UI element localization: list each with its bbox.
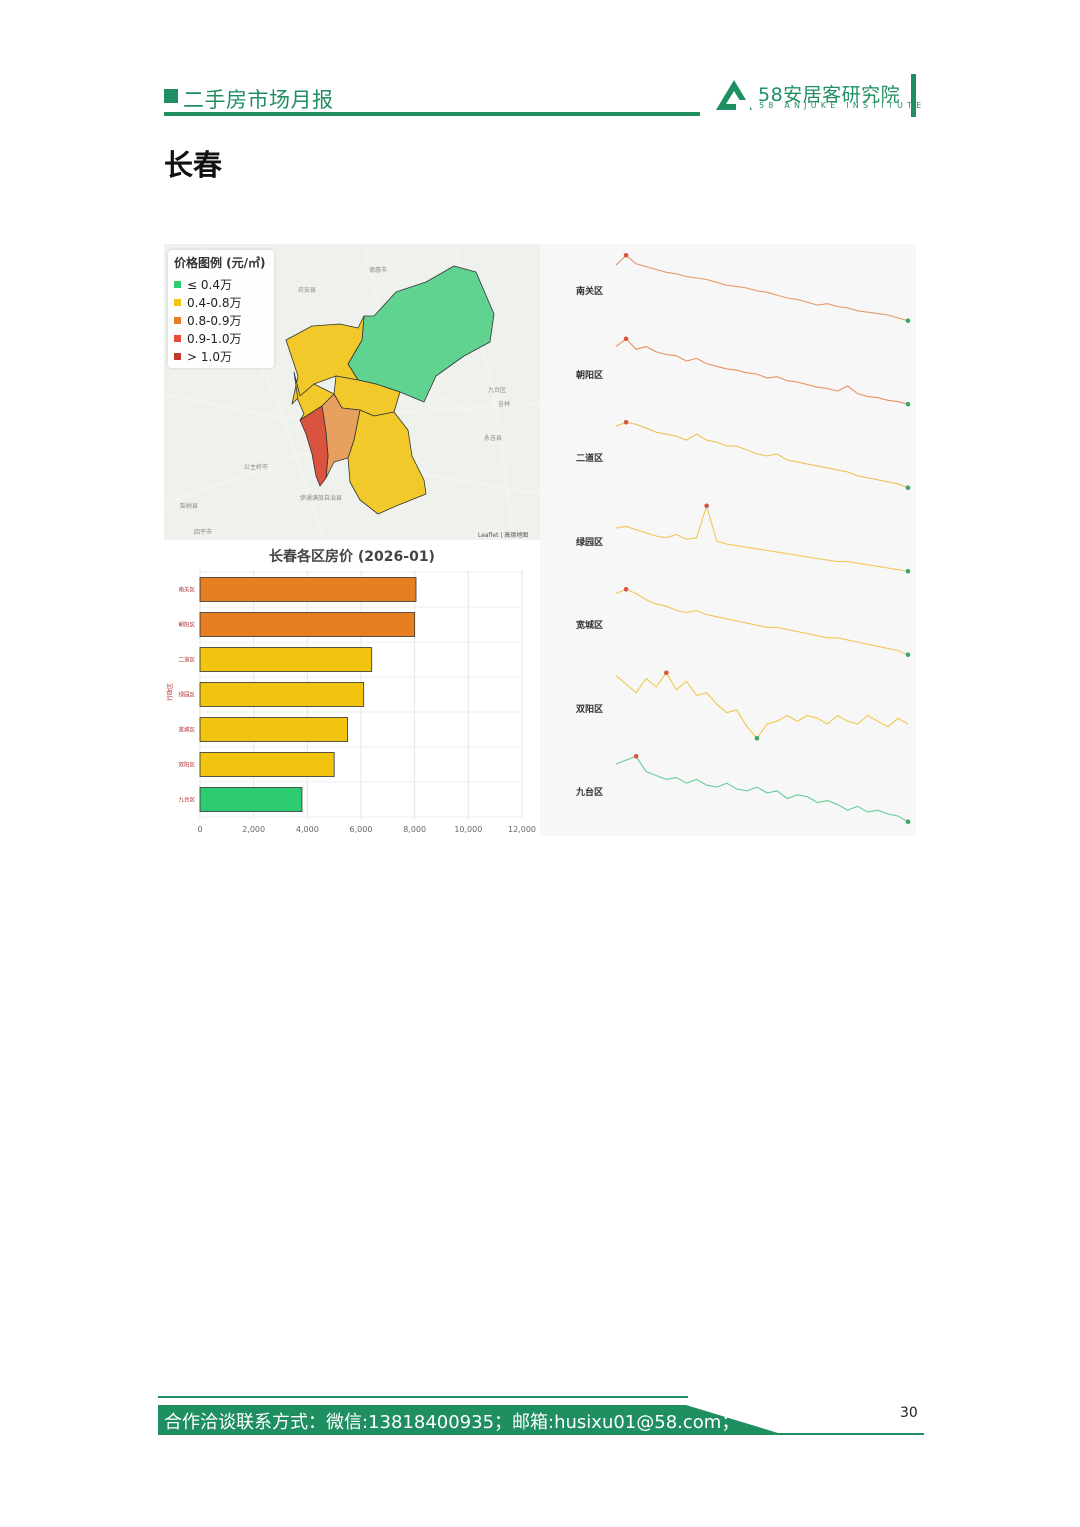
footer-rule <box>158 1396 688 1398</box>
bar-x-tick-label: 8,000 <box>403 825 426 834</box>
sparkline-panel <box>540 244 916 836</box>
page-number: 30 <box>900 1405 918 1421</box>
bar-x-tick-label: 0 <box>197 825 202 834</box>
sparkline-min-point <box>905 568 911 574</box>
page-heading: 长春 <box>164 148 223 182</box>
sparkline-min-point <box>905 652 911 658</box>
legend-title: 价格图例 (元/㎡) <box>174 256 266 270</box>
legend-item: 0.4-0.8万 <box>174 294 242 310</box>
legend-swatch <box>174 299 181 306</box>
legend-label: 0.8-0.9万 <box>187 314 242 328</box>
sparkline-label: 绿园区 <box>576 537 604 548</box>
bar-category-label: 宽城区 <box>178 726 195 734</box>
bar[interactable] <box>199 752 335 777</box>
place-label: 梨树县 <box>180 502 198 510</box>
sparkline-max-point <box>623 419 629 425</box>
brand-name: 58安居客研究院 <box>758 84 901 106</box>
bar[interactable] <box>199 577 417 602</box>
sparkline-max-point <box>623 252 629 258</box>
legend-swatch <box>174 317 181 324</box>
place-label: 四平市 <box>194 528 212 536</box>
bar-x-tick-label: 6,000 <box>350 825 373 834</box>
place-label: 伊通满族自治县 <box>300 494 342 502</box>
bar[interactable] <box>199 647 373 672</box>
sparkline-label: 二道区 <box>576 454 604 464</box>
legend-label: ≤ 0.4万 <box>187 278 232 292</box>
legend-label: > 1.0万 <box>187 350 232 364</box>
sparkline[interactable] <box>615 755 909 823</box>
sparkline-max-point <box>633 753 639 759</box>
brand-subtitle: 58 ANJUKE INSTITUTE <box>759 101 926 110</box>
place-label: 九台区 <box>488 386 506 394</box>
bar-x-tick-label: 2,000 <box>242 825 265 834</box>
map-canvas: 德惠市 农安县 九台区 吉林 永吉县 公主岭市 伊通满族自治县 梨树县 四平市 <box>164 244 540 540</box>
district-price-map[interactable]: 德惠市 农安县 九台区 吉林 永吉县 公主岭市 伊通满族自治县 梨树县 四平市 <box>164 244 540 540</box>
bar-chart-title: 长春各区房价 (2026-01) <box>269 549 435 565</box>
sparkline[interactable] <box>615 588 909 656</box>
bar-category-label: 二道区 <box>178 656 195 664</box>
footer-band <box>158 1405 924 1435</box>
place-label: 农安县 <box>298 286 316 294</box>
sparkline-label: 宽城区 <box>576 621 604 631</box>
place-label: 公主岭市 <box>244 463 268 471</box>
bar-x-tick-label: 4,000 <box>296 825 319 834</box>
bar[interactable] <box>199 787 303 812</box>
sparkline-max-point <box>664 670 669 676</box>
sparkline-max-point <box>623 336 629 342</box>
sparkline[interactable] <box>615 254 909 322</box>
legend-label: 0.4-0.8万 <box>187 296 242 310</box>
map-attribution-link[interactable]: Leaflet | 高德地图 <box>478 532 529 539</box>
district-jiutai[interactable] <box>347 265 495 403</box>
report-title: 二手房市场月报 <box>183 88 334 112</box>
legend-item: > 1.0万 <box>174 348 232 364</box>
bar-category-label: 绿园区 <box>178 691 195 699</box>
sparkline-min-point <box>905 485 911 491</box>
bar-category-label: 朝阳区 <box>178 621 195 629</box>
header-rule <box>164 112 700 116</box>
sparkline[interactable] <box>615 671 909 740</box>
sparkline[interactable] <box>615 503 909 572</box>
legend-swatch <box>174 353 181 360</box>
anjuke-logo-icon <box>716 80 752 110</box>
legend-item: ≤ 0.4万 <box>174 276 232 292</box>
legend-swatch <box>174 281 181 288</box>
sparkline-min-point <box>754 735 760 741</box>
legend-item: 0.8-0.9万 <box>174 312 242 328</box>
sparkline-max-point <box>704 503 709 509</box>
sparkline-min-point <box>905 401 911 407</box>
sparkline-label: 南关区 <box>576 287 604 297</box>
bar-y-axis-label: 行政区 <box>166 683 174 701</box>
brand-bar <box>911 74 916 117</box>
sparkline-max-point <box>623 586 629 592</box>
district-shuangyang[interactable] <box>347 409 427 515</box>
legend-item: 0.9-1.0万 <box>174 330 242 346</box>
bar[interactable] <box>199 717 348 742</box>
place-label: 吉林 <box>498 400 510 408</box>
sparkline[interactable] <box>615 421 909 489</box>
sparkline[interactable] <box>615 338 909 405</box>
legend-swatch <box>174 335 181 342</box>
sparkline-label: 朝阳区 <box>576 370 604 381</box>
district-kuancheng[interactable] <box>285 315 365 405</box>
map-legend <box>168 250 274 368</box>
sparkline-min-point <box>905 819 911 825</box>
district-nanguan[interactable] <box>299 405 329 487</box>
bar-category-label: 九台区 <box>178 796 195 804</box>
bar[interactable] <box>199 682 365 707</box>
header-square-icon <box>164 89 178 103</box>
bar-category-label: 双阳区 <box>178 761 195 769</box>
sparkline-chart <box>615 252 911 825</box>
bar-x-tick-label: 10,000 <box>454 825 482 834</box>
bar[interactable] <box>199 612 416 637</box>
footer-contact: 合作洽谈联系方式：微信:13818400935；邮箱:husixu01@58.c… <box>164 1412 740 1433</box>
bar-category-label: 南关区 <box>178 586 195 594</box>
bar-x-tick-label: 12,000 <box>508 825 536 834</box>
place-label: 永吉县 <box>484 434 502 442</box>
place-label: 德惠市 <box>369 266 387 274</box>
legend-label: 0.9-1.0万 <box>187 332 242 346</box>
sparkline-min-point <box>905 318 911 324</box>
sparkline-label: 双阳区 <box>576 704 604 715</box>
sparkline-label: 九台区 <box>576 788 604 798</box>
